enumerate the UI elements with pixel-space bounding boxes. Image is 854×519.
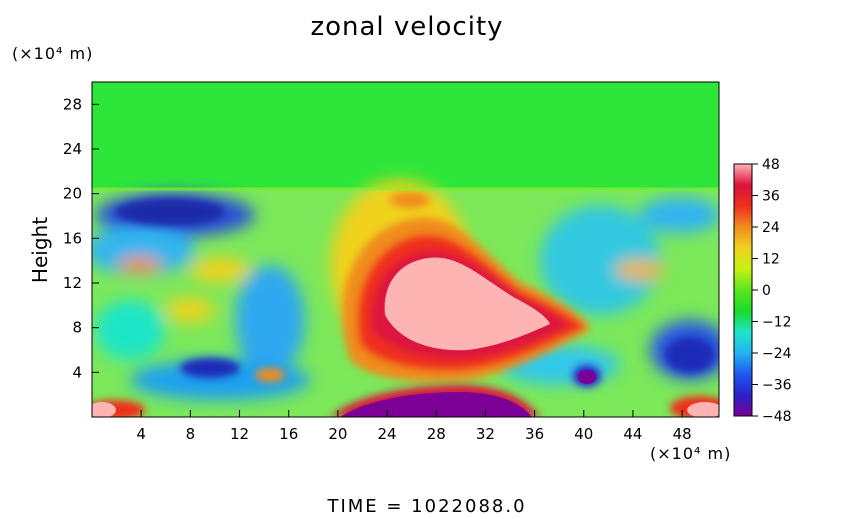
x-tick-label: 32 <box>476 425 495 443</box>
x-tick-label: 16 <box>279 425 298 443</box>
x-tick-label: 44 <box>623 425 642 443</box>
easterly-core <box>340 392 532 417</box>
y-tick-label: 28 <box>63 95 82 113</box>
x-tick-label: 20 <box>328 425 347 443</box>
x-tick-label: 36 <box>525 425 544 443</box>
colorbar-tick-label: 0 <box>762 283 771 299</box>
colorbar <box>733 163 753 417</box>
y-tick-label: 8 <box>72 319 82 337</box>
x-tick-label: 40 <box>574 425 593 443</box>
y-axis-label: Height <box>28 216 52 284</box>
chart-title: zonal velocity <box>310 12 504 42</box>
x-tick-label: 24 <box>378 425 397 443</box>
plot-frame <box>91 81 720 418</box>
colorbar-tick-label: 12 <box>762 252 780 268</box>
x-axis-unit: (×10⁴ m) <box>650 444 732 463</box>
y-tick-label: 4 <box>72 363 82 381</box>
colorbar-tick-label: 48 <box>762 157 780 173</box>
y-tick-label: 20 <box>63 185 82 203</box>
colorbar-ticks: 48 36 24 12 0 −12 −24 −36 −48 <box>752 157 792 425</box>
x-tick-label: 12 <box>230 425 249 443</box>
colorbar-tick-label: 36 <box>762 189 780 205</box>
y-axis-unit: (×10⁴ m) <box>12 44 94 63</box>
x-tick-label: 28 <box>427 425 446 443</box>
y-tick-label: 24 <box>63 140 82 158</box>
colorbar-tick-label: −48 <box>762 409 792 425</box>
colorbar-tick-label: 24 <box>762 220 780 236</box>
y-tick-label: 16 <box>63 229 82 247</box>
x-tick-label: 48 <box>673 425 692 443</box>
x-tick-label: 8 <box>186 425 196 443</box>
x-tick-label: 4 <box>136 425 146 443</box>
velocity-field <box>92 82 719 417</box>
x-axis: 4 8 12 16 20 24 28 32 36 40 44 48 <box>136 410 692 443</box>
time-footer: TIME = 1022088.0 <box>327 496 527 517</box>
y-tick-label: 12 <box>63 274 82 292</box>
colorbar-tick-label: −24 <box>762 346 792 362</box>
jet-core <box>384 257 550 351</box>
y-axis: 4 8 12 16 20 24 28 <box>63 95 99 381</box>
colorbar-tick-label: −36 <box>762 378 792 394</box>
colorbar-tick-label: −12 <box>762 315 792 331</box>
